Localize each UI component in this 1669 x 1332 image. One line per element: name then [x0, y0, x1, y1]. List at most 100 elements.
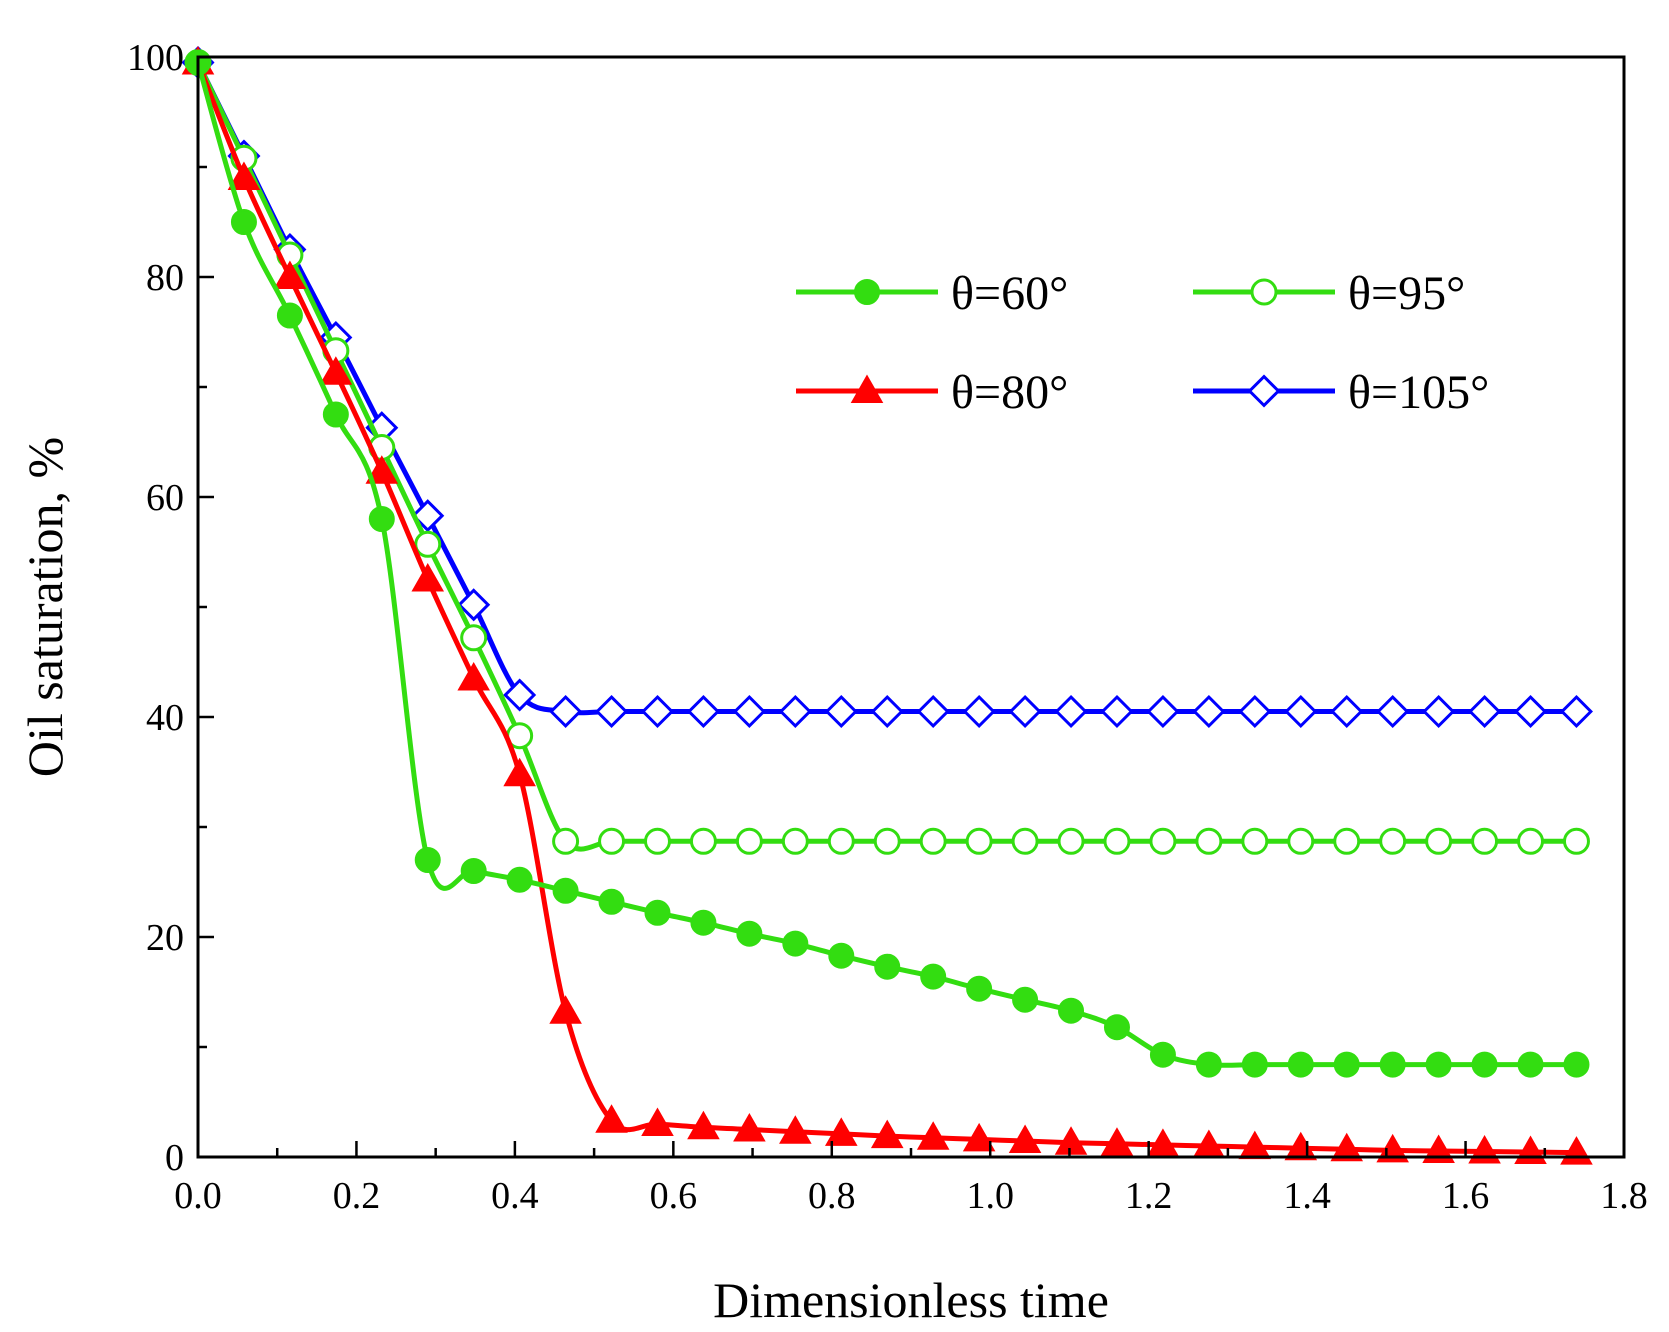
data-point: [1471, 827, 1499, 855]
data-point: [1517, 827, 1545, 855]
data-point: [1287, 827, 1315, 855]
data-point: [1103, 827, 1131, 855]
series-1: [185, 49, 1590, 1078]
data-point: [732, 694, 766, 729]
data-point: [319, 356, 353, 385]
legend-label: θ=60°: [951, 267, 1068, 320]
x-axis-label: Dimensionless time: [713, 1272, 1109, 1328]
data-point: [782, 930, 809, 957]
legend-item: θ=80°: [796, 366, 1068, 419]
data-point: [690, 909, 717, 936]
data-point: [824, 1117, 858, 1146]
data-point: [503, 757, 536, 787]
y-tick-label: 80: [146, 257, 184, 299]
data-point: [1468, 694, 1502, 729]
data-point: [414, 530, 442, 558]
data-point: [916, 694, 950, 729]
data-point: [966, 975, 993, 1002]
data-point: [689, 827, 717, 855]
data-point: [1149, 827, 1177, 855]
data-point: [598, 827, 626, 855]
y-tick-label: 0: [165, 1137, 184, 1179]
data-point: [1333, 1051, 1360, 1078]
data-point: [227, 161, 261, 190]
data-point: [686, 694, 720, 729]
data-point: [965, 827, 993, 855]
data-point: [1562, 827, 1590, 855]
data-point: [595, 1104, 628, 1133]
legend: θ=60° θ=95° θ=80° θ=105°: [796, 267, 1489, 419]
data-point: [411, 499, 445, 533]
data-point: [1100, 694, 1134, 729]
data-point: [1376, 694, 1410, 729]
data-point: [1012, 986, 1039, 1013]
x-tick-label: 0.0: [174, 1175, 222, 1217]
data-point: [1513, 694, 1548, 729]
data-point: [457, 588, 491, 622]
data-point: [503, 678, 537, 712]
data-point: [1563, 1051, 1590, 1078]
x-tick-label: 0.2: [333, 1175, 381, 1217]
legend-item: θ=60°: [796, 267, 1068, 320]
data-point: [552, 877, 579, 904]
data-point: [644, 899, 671, 926]
data-point: [919, 827, 947, 855]
data-point: [1517, 1051, 1544, 1078]
data-point: [1241, 827, 1269, 855]
y-tick-label: 20: [146, 917, 184, 959]
data-point: [1333, 827, 1361, 855]
y-tick-label: 60: [146, 477, 184, 519]
x-tick-label: 1.2: [1125, 1175, 1173, 1217]
data-point: [460, 624, 488, 652]
legend-item: θ=95°: [1193, 267, 1465, 320]
data-point: [1238, 694, 1272, 729]
data-point: [1379, 1051, 1406, 1078]
axes-layer: 0.0 0.2 0.4 0.6 0.8 1.0 1.2 1.4 1.6 1.8 0 20 40 60 80 1…: [127, 37, 1648, 1217]
legend-marker: [854, 279, 880, 305]
x-tick-label: 0.6: [650, 1175, 698, 1217]
data-point: [1195, 1051, 1222, 1078]
data-point: [1241, 1051, 1268, 1078]
data-point: [870, 694, 904, 729]
data-point: [414, 847, 441, 873]
x-tick-label: 0.8: [808, 1175, 856, 1217]
data-point: [962, 1122, 996, 1152]
data-point: [1287, 1051, 1314, 1078]
data-layer: [181, 45, 1593, 1165]
legend-label: θ=80°: [951, 366, 1068, 419]
data-point: [365, 455, 399, 484]
legend-marker: [1247, 374, 1281, 408]
data-point: [920, 963, 947, 990]
data-point: [1146, 694, 1180, 729]
data-point: [1054, 694, 1088, 729]
data-point: [781, 827, 809, 855]
series-line: [195, 61, 1577, 1156]
data-point: [962, 694, 996, 729]
data-point: [1379, 827, 1407, 855]
y-tick-label: 100: [127, 37, 184, 79]
data-point: [1057, 827, 1085, 855]
data-point: [1195, 827, 1223, 855]
data-point: [549, 694, 583, 729]
data-point: [1149, 1041, 1176, 1068]
legend-label: θ=95°: [1348, 267, 1465, 320]
data-point: [1192, 694, 1226, 729]
legend-marker: [1250, 278, 1278, 306]
data-point: [460, 858, 487, 884]
data-point: [1330, 1132, 1364, 1162]
data-point: [1330, 694, 1364, 729]
data-point: [779, 1115, 812, 1144]
data-point: [506, 866, 533, 893]
data-point: [733, 1112, 766, 1142]
legend-label: θ=105°: [1348, 366, 1489, 419]
data-point: [1058, 997, 1085, 1024]
data-point: [870, 1119, 904, 1149]
data-point: [778, 694, 812, 729]
data-point: [595, 694, 629, 729]
x-tick-label: 1.0: [966, 1175, 1014, 1217]
data-point: [873, 827, 901, 855]
data-point: [457, 661, 490, 691]
data-point: [828, 942, 855, 969]
data-point: [1422, 694, 1456, 729]
data-point: [1559, 694, 1593, 729]
